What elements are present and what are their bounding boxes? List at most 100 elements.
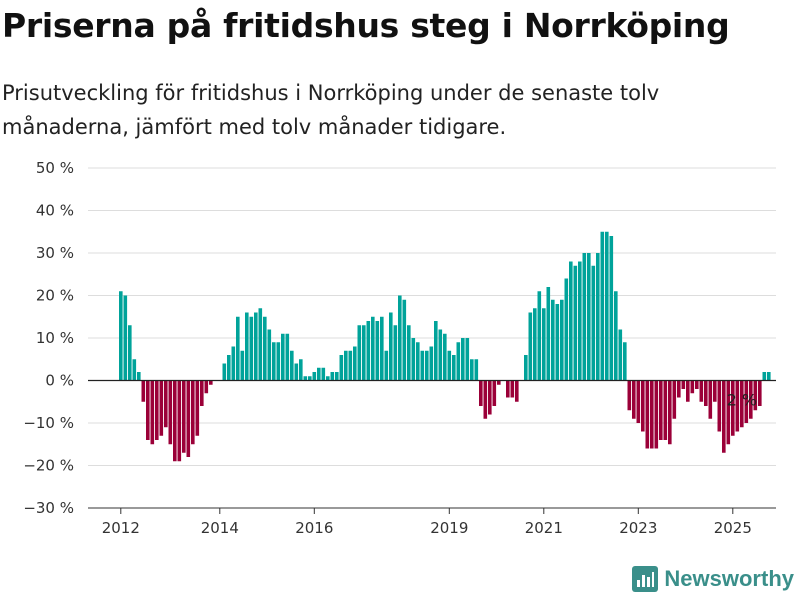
bar — [537, 291, 542, 381]
bar — [303, 376, 308, 381]
bar — [339, 355, 344, 381]
bar — [128, 325, 132, 381]
bar — [146, 380, 150, 440]
bar — [119, 291, 123, 381]
bar — [461, 338, 465, 381]
bar — [717, 380, 722, 432]
bar — [465, 338, 470, 381]
bar — [272, 342, 276, 381]
bar — [276, 342, 281, 381]
bar — [267, 329, 272, 381]
bar — [195, 380, 200, 436]
bar — [375, 321, 380, 381]
bar — [159, 380, 164, 436]
bar — [591, 265, 596, 381]
bar — [434, 321, 438, 381]
bar — [627, 380, 632, 411]
bar — [200, 380, 204, 406]
bar — [731, 380, 735, 436]
bar — [420, 350, 425, 381]
bar — [564, 278, 569, 381]
bar — [555, 304, 560, 381]
bar — [677, 380, 681, 398]
bar — [407, 325, 411, 381]
bar — [645, 380, 650, 449]
bar — [726, 380, 731, 445]
chart-subtitle: Prisutveckling för fritidshus i Norrköpi… — [2, 81, 660, 139]
bar — [587, 253, 591, 381]
bar — [249, 316, 254, 381]
bar — [456, 342, 461, 381]
y-tick-label: 50 % — [36, 159, 74, 177]
bar — [672, 380, 677, 419]
bar — [695, 380, 699, 389]
bar — [168, 380, 173, 445]
bar — [605, 231, 609, 381]
bar — [506, 380, 510, 398]
bar — [227, 355, 231, 381]
bar — [366, 321, 371, 381]
y-axis-ticks: 50 % 40 % 30 % 20 % 10 % 0 % −10 % −20 % −30 % — [23, 159, 74, 517]
bar — [299, 359, 303, 381]
bar — [245, 312, 249, 381]
bar — [600, 231, 605, 381]
bar — [177, 380, 182, 462]
bar — [411, 338, 416, 381]
y-tick-label: 20 % — [36, 287, 74, 305]
bar — [258, 308, 263, 381]
bar — [483, 380, 488, 419]
bar — [573, 265, 578, 381]
bar — [353, 346, 357, 381]
bar — [582, 253, 587, 381]
bar — [560, 299, 564, 381]
bar — [321, 367, 326, 381]
bar — [240, 350, 245, 381]
bar — [452, 355, 456, 381]
bar — [357, 325, 362, 381]
bar — [528, 312, 533, 381]
bar — [663, 380, 668, 440]
brand-name: Newsworthy — [664, 566, 794, 591]
bar — [236, 316, 240, 381]
bar — [132, 359, 137, 381]
bar — [204, 380, 209, 394]
bar — [281, 333, 285, 381]
bar — [744, 380, 749, 423]
x-tick-label: 2012 — [102, 519, 140, 537]
bar — [335, 372, 339, 381]
y-tick-label: 0 % — [45, 372, 74, 390]
bar — [173, 380, 177, 462]
bar — [636, 380, 641, 423]
bar — [137, 372, 141, 381]
bar — [470, 359, 474, 381]
x-tick-label: 2016 — [295, 519, 333, 537]
bar — [749, 380, 753, 419]
y-tick-label: −20 % — [23, 457, 74, 475]
bars — [119, 231, 771, 462]
bar — [704, 380, 708, 406]
y-tick-label: −30 % — [23, 499, 74, 517]
bar — [609, 236, 614, 381]
bar — [371, 316, 375, 381]
bar — [713, 380, 717, 402]
bar — [429, 346, 434, 381]
bar — [546, 287, 551, 381]
bar — [722, 380, 726, 453]
bar — [398, 295, 402, 381]
bar — [447, 350, 452, 381]
bar — [263, 316, 267, 381]
bar — [182, 380, 186, 453]
bar — [222, 363, 227, 381]
bar — [515, 380, 519, 402]
x-tick-label: 2023 — [619, 519, 657, 537]
y-tick-label: −10 % — [23, 414, 74, 432]
bar — [150, 380, 155, 445]
bar — [191, 380, 195, 445]
axes — [88, 379, 776, 509]
bar — [596, 253, 600, 381]
bar — [312, 372, 317, 381]
bar — [524, 355, 528, 381]
bar — [654, 380, 659, 449]
bar — [681, 380, 686, 389]
